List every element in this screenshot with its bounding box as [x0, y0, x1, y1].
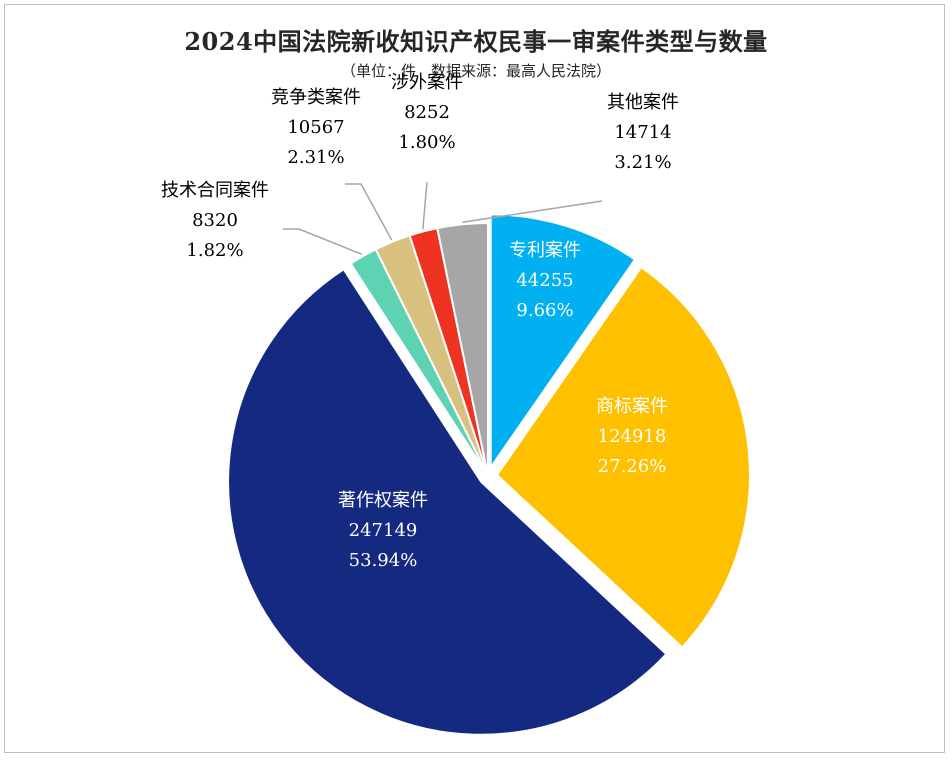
pie-slice-1: [489, 213, 637, 471]
chart-subtitle: （单位：件 数据来源：最高人民法院）: [340, 62, 611, 80]
slice-percent-1: 9.66%: [516, 300, 573, 321]
data-label-6: 涉外案件 8252 1.80%: [391, 72, 463, 153]
leader-line-7: [462, 200, 603, 224]
slice-percent-6: 1.80%: [398, 132, 455, 153]
slice-name-1: 专利案件: [509, 240, 581, 261]
slice-name-2: 商标案件: [596, 396, 668, 417]
slice-value-4: 8320: [192, 210, 238, 231]
slice-value-7: 14714: [614, 122, 671, 143]
data-label-4: 技术合同案件 8320 1.82%: [161, 180, 269, 261]
slice-value-1: 44255: [516, 270, 573, 291]
slice-name-5: 竞争类案件: [271, 87, 361, 108]
slice-name-6: 涉外案件: [391, 72, 463, 93]
pie-slice-3: [227, 267, 668, 736]
slice-percent-7: 3.21%: [614, 152, 671, 173]
slice-value-2: 124918: [598, 426, 667, 447]
leader-line-4: [283, 228, 363, 256]
data-label-1: 专利案件 44255 9.66%: [509, 240, 581, 321]
slice-percent-2: 27.26%: [598, 456, 667, 477]
slice-percent-3: 53.94%: [349, 550, 418, 571]
pie-slice-7: [436, 221, 489, 477]
data-label-2: 商标案件 124918 27.26%: [596, 396, 668, 477]
data-label-5: 竞争类案件 10567 2.31%: [271, 87, 361, 168]
slice-percent-4: 1.82%: [186, 240, 243, 261]
slice-name-3: 著作权案件: [338, 490, 428, 511]
slice-name-4: 技术合同案件: [161, 180, 269, 201]
slice-value-6: 8252: [404, 102, 450, 123]
leader-line-6: [422, 181, 428, 230]
data-label-3: 著作权案件 247149 53.94%: [338, 490, 428, 571]
data-label-7: 其他案件 14714 3.21%: [607, 92, 679, 173]
chart-title: 2024中国法院新收知识产权民事一审案件类型与数量: [184, 27, 768, 56]
pie-slice-2: [495, 265, 751, 649]
slice-value-5: 10567: [287, 117, 344, 138]
slice-percent-5: 2.31%: [287, 147, 344, 168]
slice-name-7: 其他案件: [607, 92, 679, 113]
slice-value-3: 247149: [349, 520, 418, 541]
leader-line-5: [345, 183, 393, 241]
